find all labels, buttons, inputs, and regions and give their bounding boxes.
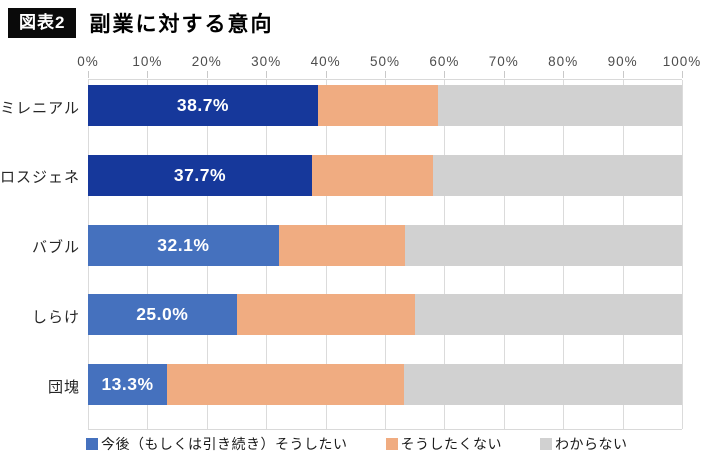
bar-segment-decline <box>311 154 434 196</box>
legend-label: 今後（もしくは引き続き）そうしたい <box>101 436 348 452</box>
bar-segment-intend: 38.7% <box>88 85 318 126</box>
x-axis-tick <box>88 71 89 78</box>
x-axis-tick <box>682 71 683 78</box>
bar-segment-intend: 32.1% <box>88 224 279 266</box>
x-axis-label: 70% <box>488 54 519 69</box>
x-axis-tick <box>325 71 327 78</box>
x-axis-label: 30% <box>251 54 282 69</box>
bar-row: 13.3% <box>88 364 682 406</box>
bar-row: 25.0% <box>88 294 682 336</box>
chart-header: 図表2 副業に対する意向 <box>8 8 274 39</box>
x-axis-label: 10% <box>132 54 163 69</box>
legend-item: 今後（もしくは引き続き）そうしたい <box>86 434 348 454</box>
x-axis-tick <box>563 71 565 78</box>
bar-segment-intend: 25.0% <box>88 294 237 336</box>
category-label: バブル <box>31 239 80 257</box>
x-axis-label: 50% <box>369 54 401 69</box>
x-axis-tick <box>385 71 386 78</box>
category-label: ロスジェネ <box>0 169 81 187</box>
legend-swatch <box>86 438 98 450</box>
figure-number-badge: 図表2 <box>8 8 77 39</box>
legend-item: わからない <box>540 434 628 454</box>
bar-value-label: 38.7% <box>176 95 229 115</box>
x-axis-label: 90% <box>607 54 638 69</box>
bar-segment-unknown <box>433 154 682 196</box>
bar-segment-intend: 13.3% <box>88 364 167 406</box>
bar-row: 37.7% <box>88 154 682 196</box>
bar-value-label: 25.0% <box>136 304 189 325</box>
legend-swatch <box>540 438 552 450</box>
x-axis-tick <box>147 71 149 78</box>
bar-segment-unknown <box>404 364 682 406</box>
bar-row: 32.1% <box>88 224 682 266</box>
legend-swatch <box>385 438 398 450</box>
bar-segment-decline <box>317 85 438 126</box>
bar-segment-unknown <box>414 294 682 336</box>
legend: 今後（もしくは引き続き）そうしたい そうしたくない わからない <box>86 434 628 454</box>
x-axis-tick <box>622 71 624 78</box>
bar-value-label: 37.7% <box>173 164 227 185</box>
bar-segment-intend: 37.7% <box>88 154 312 196</box>
category-label: ミレニアル <box>0 99 80 117</box>
category-label: しらけ <box>31 308 80 326</box>
x-axis-tick <box>206 71 208 78</box>
bar-segment-unknown <box>404 224 682 266</box>
x-axis-tick <box>266 71 268 78</box>
bar-value-label: 13.3% <box>101 374 154 395</box>
legend-label: わからない <box>555 436 628 452</box>
x-axis-label: 20% <box>191 54 222 69</box>
bar-segment-decline <box>278 224 405 266</box>
x-axis-label: 60% <box>429 54 460 69</box>
x-axis-label: 40% <box>310 54 341 69</box>
category-label: 団塊 <box>47 378 80 396</box>
bar-segment-decline <box>167 364 404 406</box>
x-axis-tick <box>444 71 446 78</box>
gridline <box>682 80 683 429</box>
x-axis-tick <box>503 71 505 78</box>
bar-value-label: 32.1% <box>157 234 210 255</box>
chart-title: 副業に対する意向 <box>89 13 274 37</box>
bar-row: 38.7% <box>88 85 682 126</box>
legend-item: そうしたくない <box>385 434 503 454</box>
x-axis-label: 80% <box>548 54 579 69</box>
x-axis-label: 0% <box>77 54 99 69</box>
x-axis-label: 100% <box>662 54 702 69</box>
bar-segment-unknown <box>437 85 682 126</box>
legend-label: そうしたくない <box>400 436 502 452</box>
plot-area: 38.7% ミレニアル 37.7% ロスジェネ 32.1% バブル 25.0% しらけ 13.3… <box>0 79 683 430</box>
bar-segment-decline <box>236 294 415 336</box>
